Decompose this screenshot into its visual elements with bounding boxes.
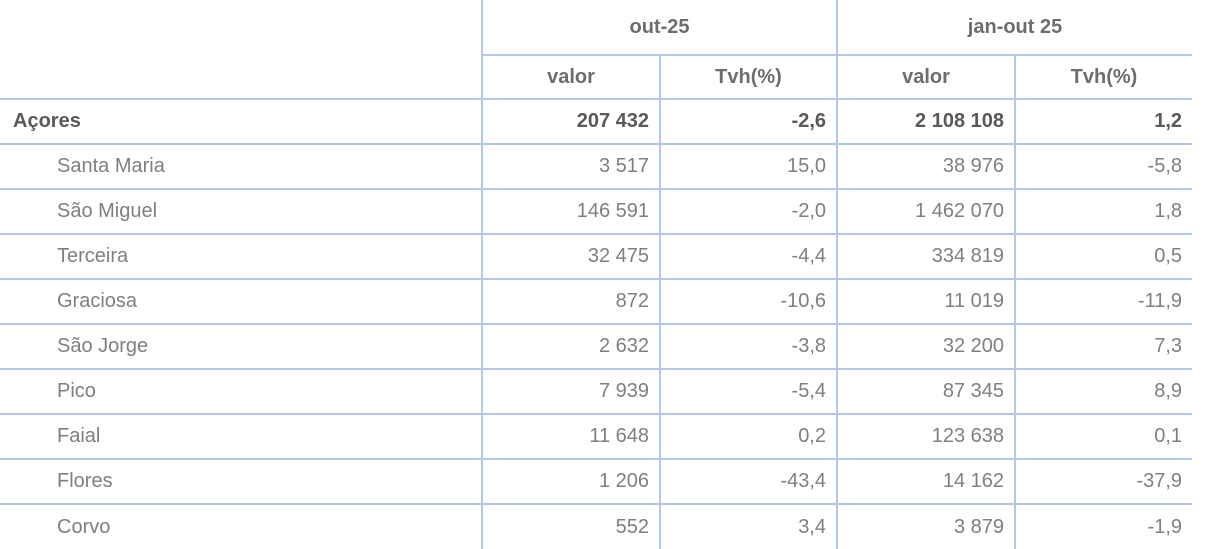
corner-cell [0,0,483,55]
table-row-acores: Açores 207 432 -2,6 2 108 108 1,2 [0,98,1193,144]
cell-tvh-out25: -5,4 [660,368,838,414]
cell-valor-out25: 2 632 [482,323,661,369]
cell-tvh-out25: -43,4 [660,458,838,504]
cell-valor-janout25: 14 162 [837,458,1016,504]
table-row-pico: Pico 7 939 -5,4 87 345 8,9 [0,368,1193,414]
cell-valor-out25: 32 475 [482,233,661,279]
cell-tvh-out25: -3,8 [660,323,838,369]
row-label: Terceira [0,233,483,279]
table-row-sao-miguel: São Miguel 146 591 -2,0 1 462 070 1,8 [0,188,1193,234]
row-label: Flores [0,458,483,504]
row-label: Faial [0,413,483,459]
row-label: Pico [0,368,483,414]
row-label: Corvo [0,503,483,549]
header-group-row: out-25 jan-out 25 [0,0,1192,55]
cell-tvh-janout25: -5,8 [1015,143,1193,189]
cell-tvh-janout25: 0,1 [1015,413,1193,459]
row-label: Graciosa [0,278,483,324]
row-label: Santa Maria [0,143,483,189]
column-group-out25: out-25 [482,0,838,55]
column-header-valor-janout25: valor [837,54,1016,99]
cell-valor-janout25: 38 976 [837,143,1016,189]
column-header-tvh-janout25: Tvh(%) [1015,54,1193,99]
cell-valor-out25: 872 [482,278,661,324]
table-row-graciosa: Graciosa 872 -10,6 11 019 -11,9 [0,278,1193,324]
table-row-terceira: Terceira 32 475 -4,4 334 819 0,5 [0,233,1193,279]
table-row-santa-maria: Santa Maria 3 517 15,0 38 976 -5,8 [0,143,1193,189]
cell-valor-janout25: 123 638 [837,413,1016,459]
column-group-janout25: jan-out 25 [967,15,1063,38]
table-row-flores: Flores 1 206 -43,4 14 162 -37,9 [0,458,1193,504]
cell-tvh-janout25: -11,9 [1015,278,1193,324]
cell-valor-janout25: 11 019 [837,278,1016,324]
table-row-sao-jorge: São Jorge 2 632 -3,8 32 200 7,3 [0,323,1193,369]
table-row-corvo: Corvo 552 3,4 3 879 -1,9 [0,503,1193,549]
cell-tvh-janout25: 0,5 [1015,233,1193,279]
cell-tvh-janout25: 7,3 [1015,323,1193,369]
cell-tvh-janout25: -1,9 [1015,503,1193,549]
cell-tvh-janout25: 1,2 [1015,98,1193,144]
cell-tvh-out25: 0,2 [660,413,838,459]
column-header-valor-out25: valor [482,54,661,99]
cell-tvh-janout25: 1,8 [1015,188,1193,234]
row-label: Açores [0,98,483,144]
cell-valor-janout25: 2 108 108 [837,98,1016,144]
cell-valor-janout25: 32 200 [837,323,1016,369]
header-columns-row: valor Tvh(%) valor Tvh(%) [0,54,1193,99]
cell-valor-out25: 552 [482,503,661,549]
cell-tvh-janout25: 8,9 [1015,368,1193,414]
cell-tvh-out25: -2,6 [660,98,838,144]
row-label: São Miguel [0,188,483,234]
cell-valor-janout25: 334 819 [837,233,1016,279]
cell-valor-janout25: 1 462 070 [837,188,1016,234]
cell-tvh-out25: -4,4 [660,233,838,279]
cell-valor-janout25: 87 345 [837,368,1016,414]
table-row-faial: Faial 11 648 0,2 123 638 0,1 [0,413,1193,459]
cell-tvh-out25: 3,4 [660,503,838,549]
cell-tvh-out25: 15,0 [660,143,838,189]
cell-valor-out25: 7 939 [482,368,661,414]
corner-cell [0,55,483,99]
cell-valor-out25: 146 591 [482,188,661,234]
cell-valor-out25: 3 517 [482,143,661,189]
cell-valor-out25: 1 206 [482,458,661,504]
cell-tvh-out25: -10,6 [660,278,838,324]
row-label: São Jorge [0,323,483,369]
cell-tvh-janout25: -37,9 [1015,458,1193,504]
cell-valor-out25: 11 648 [482,413,661,459]
cell-valor-out25: 207 432 [482,98,661,144]
column-header-tvh-out25: Tvh(%) [660,54,838,99]
cell-valor-janout25: 3 879 [837,503,1016,549]
cell-tvh-out25: -2,0 [660,188,838,234]
